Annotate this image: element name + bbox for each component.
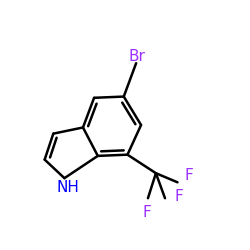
Text: F: F: [143, 205, 152, 220]
Text: NH: NH: [57, 180, 80, 195]
Text: F: F: [184, 168, 193, 183]
Text: F: F: [174, 189, 183, 204]
Text: Br: Br: [128, 49, 145, 64]
